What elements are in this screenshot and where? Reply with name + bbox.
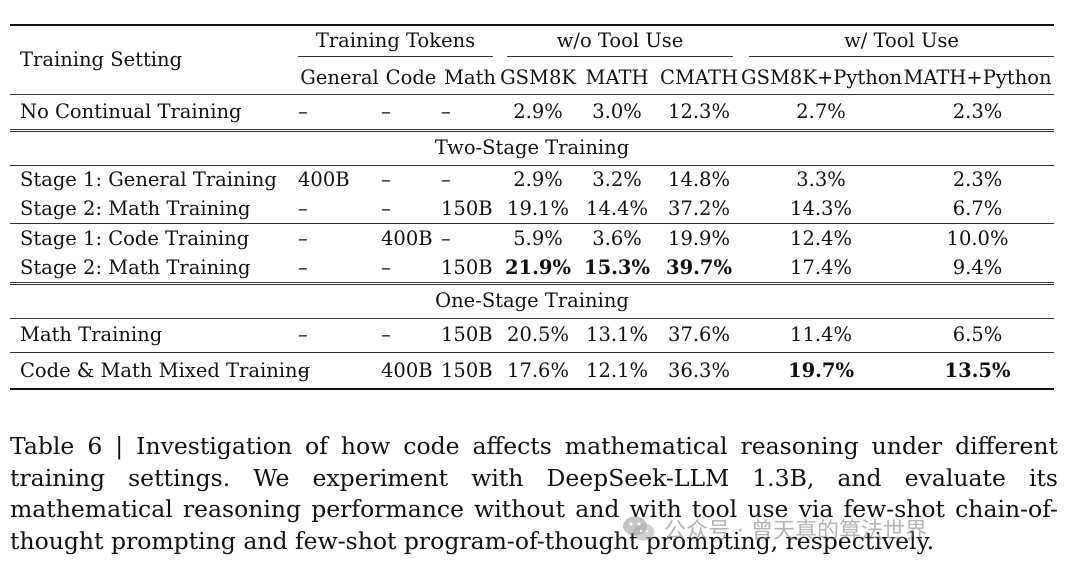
header-math-python: MATH+Python bbox=[903, 66, 1052, 89]
header-training-tokens: Training Tokens bbox=[298, 24, 500, 62]
cell-setting: Code & Math Mixed Training bbox=[10, 351, 310, 390]
cell-setting: No Continual Training bbox=[10, 93, 298, 130]
cell-gsm8k: 21.9% bbox=[505, 256, 572, 279]
cell-math-bench: 15.3% bbox=[584, 256, 651, 279]
header-w-tool-use: w/ Tool Use bbox=[741, 24, 1055, 62]
cell-gsm8k-python: 11.4% bbox=[741, 317, 902, 352]
cell-cmath: 14.8% bbox=[657, 164, 742, 194]
cell-general: 400B bbox=[298, 164, 381, 194]
table-row: Stage 1: General Training 400B – – 2.9% … bbox=[10, 164, 1055, 194]
cell-gsm8k: 20.5% bbox=[499, 317, 578, 352]
cell-setting: Stage 2: Math Training bbox=[20, 256, 251, 279]
header-code: Code bbox=[385, 66, 437, 89]
cell-math-bench: 13.1% bbox=[577, 317, 658, 352]
cell-cmath: 37.2% bbox=[668, 196, 730, 220]
cell-math-python: 13.5% bbox=[901, 351, 1055, 390]
cell-math-bench: 12.1% bbox=[577, 351, 658, 390]
table-row: Stage 2: Math Training – – 150B 21.9% 15… bbox=[10, 254, 1054, 283]
cell-cmath: 39.7% bbox=[666, 256, 733, 279]
cell-math: 150B bbox=[441, 351, 500, 390]
cell-general: – bbox=[298, 317, 381, 352]
cell-gsm8k-python: 3.3% bbox=[741, 164, 902, 194]
cell-math-python: 6.5% bbox=[901, 317, 1055, 352]
cell-math: – bbox=[441, 93, 500, 130]
section-two-stage: Two-Stage Training bbox=[10, 128, 1055, 165]
cell-setting: Stage 1: Code Training bbox=[10, 222, 298, 254]
cell-math: – bbox=[441, 222, 500, 254]
cell-cmath: 12.3% bbox=[657, 93, 742, 130]
cell-math-bench: 3.6% bbox=[577, 222, 658, 254]
cell-setting: Stage 1: General Training bbox=[10, 164, 298, 194]
cell-math: 150B bbox=[441, 256, 493, 279]
cell-math-python: 6.7% bbox=[952, 196, 1003, 220]
cell-gsm8k: 17.6% bbox=[499, 351, 578, 390]
cell-gsm8k: 19.1% bbox=[507, 196, 569, 220]
table-row: Stage 2: Math Training – – 150B 19.1% 14… bbox=[10, 194, 1054, 223]
header-wo-tool-use: w/o Tool Use bbox=[499, 24, 742, 62]
watermark: 公众号 · 曾天真的算法世界 bbox=[622, 512, 927, 546]
cell-code: 400B bbox=[381, 351, 441, 390]
results-table: Training Setting Training Tokens w/o Too… bbox=[10, 24, 1055, 390]
table-row: Stage 1: Code Training – 400B – 5.9% 3.6… bbox=[10, 222, 1055, 254]
table-caption: Table 6 | Investigation of how code affe… bbox=[10, 432, 1058, 555]
cell-math-python: 9.4% bbox=[952, 256, 1003, 279]
cell-math-bench: 14.4% bbox=[586, 196, 648, 220]
header-training-setting: Training Setting bbox=[10, 24, 298, 94]
cell-code: – bbox=[381, 164, 441, 194]
cell-general: – bbox=[298, 196, 308, 220]
header-general: General bbox=[300, 66, 379, 89]
header-math: Math bbox=[444, 66, 496, 89]
cell-gsm8k-python: 19.7% bbox=[741, 351, 902, 390]
table-row: Math Training – – 150B 20.5% 13.1% 37.6%… bbox=[10, 317, 1055, 352]
cell-general: – bbox=[298, 93, 381, 130]
cell-code: – bbox=[381, 196, 391, 220]
cell-math: 150B bbox=[441, 196, 493, 220]
cell-general: – bbox=[298, 256, 308, 279]
cell-gsm8k-python: 12.4% bbox=[741, 222, 902, 254]
cell-math-python: 10.0% bbox=[901, 222, 1055, 254]
cell-code: – bbox=[381, 256, 391, 279]
cell-cmath: 37.6% bbox=[657, 317, 742, 352]
cell-gsm8k: 2.9% bbox=[499, 164, 578, 194]
header-cmath: CMATH bbox=[660, 66, 738, 89]
wechat-icon bbox=[623, 516, 655, 541]
table-row: No Continual Training – – – 2.9% 3.0% 12… bbox=[10, 93, 1055, 130]
watermark-text: 公众号 · 曾天真的算法世界 bbox=[664, 519, 927, 544]
cell-math-bench: 3.0% bbox=[577, 93, 658, 130]
cell-gsm8k-python: 14.3% bbox=[790, 196, 852, 220]
cell-gsm8k-python: 2.7% bbox=[741, 93, 902, 130]
cell-code: – bbox=[381, 317, 441, 352]
section-one-stage: One-Stage Training bbox=[10, 281, 1055, 318]
cell-math: – bbox=[441, 164, 500, 194]
cell-setting: Math Training bbox=[10, 317, 298, 352]
cell-cmath: 36.3% bbox=[657, 351, 742, 390]
cell-gsm8k: 2.9% bbox=[499, 93, 578, 130]
cell-code: – bbox=[381, 93, 441, 130]
header-math-bench: MATH bbox=[585, 66, 649, 89]
cell-math-python: 2.3% bbox=[901, 164, 1055, 194]
cell-setting: Stage 2: Math Training bbox=[20, 196, 251, 220]
cell-general: – bbox=[298, 351, 381, 390]
cell-cmath: 19.9% bbox=[657, 222, 742, 254]
header-gsm8k-python: GSM8K+Python bbox=[741, 66, 903, 89]
cell-general: – bbox=[298, 222, 381, 254]
header-gsm8k: GSM8K bbox=[500, 66, 576, 89]
cell-math: 150B bbox=[441, 317, 500, 352]
cell-gsm8k: 5.9% bbox=[499, 222, 578, 254]
table-row: Code & Math Mixed Training – 400B 150B 1… bbox=[10, 351, 1055, 390]
cell-math-python: 2.3% bbox=[901, 93, 1055, 130]
cell-math-bench: 3.2% bbox=[577, 164, 658, 194]
cell-gsm8k-python: 17.4% bbox=[790, 256, 852, 279]
cell-code: 400B bbox=[381, 222, 441, 254]
